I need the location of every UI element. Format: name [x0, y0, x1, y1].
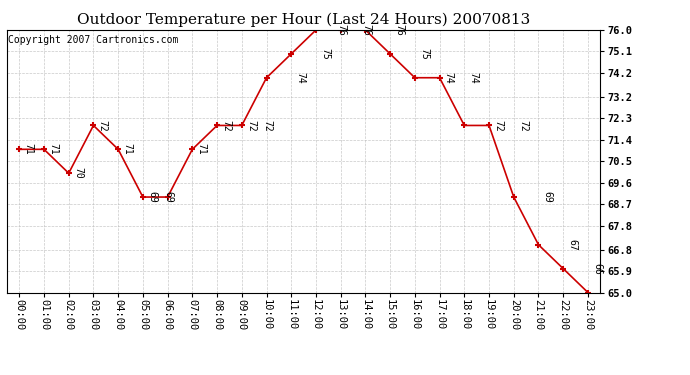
Text: 69: 69 [164, 191, 173, 203]
Text: 74: 74 [444, 72, 454, 84]
Text: 72: 72 [221, 120, 231, 131]
Text: 66: 66 [592, 263, 602, 274]
Text: 74: 74 [295, 72, 306, 84]
Text: 72: 72 [97, 120, 108, 131]
Text: 67: 67 [567, 239, 578, 250]
Text: 71: 71 [122, 144, 132, 155]
Text: 72: 72 [518, 120, 528, 131]
Text: 76: 76 [394, 24, 404, 36]
Title: Outdoor Temperature per Hour (Last 24 Hours) 20070813: Outdoor Temperature per Hour (Last 24 Ho… [77, 13, 530, 27]
Text: 70: 70 [73, 167, 83, 179]
Text: 69: 69 [147, 191, 157, 203]
Text: 72: 72 [493, 120, 503, 131]
Text: 71: 71 [23, 144, 33, 155]
Text: 71: 71 [48, 144, 58, 155]
Text: Copyright 2007 Cartronics.com: Copyright 2007 Cartronics.com [8, 35, 179, 45]
Text: 71: 71 [197, 144, 206, 155]
Text: 72: 72 [246, 120, 256, 131]
Text: 75: 75 [419, 48, 429, 60]
Text: 75: 75 [320, 48, 330, 60]
Text: 74: 74 [469, 72, 478, 84]
Text: 76: 76 [362, 24, 371, 36]
Text: 69: 69 [542, 191, 553, 203]
Text: 72: 72 [262, 120, 273, 131]
Text: 76: 76 [337, 24, 346, 36]
